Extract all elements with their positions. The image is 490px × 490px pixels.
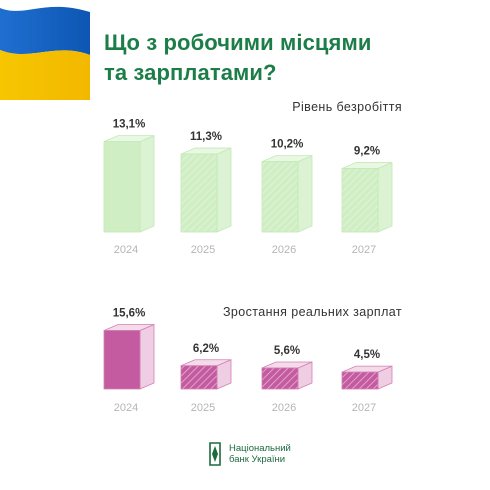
x-tick-2027: 2027 [352,402,376,414]
bar-2027 [341,365,393,390]
nbu-logo-icon [209,442,221,466]
chart-title: Рівень безробіття [292,100,402,114]
bar-2024 [103,135,155,233]
data-label-2024: 15,6% [113,308,146,320]
title-line-1: Що з робочими місцями [104,30,372,55]
bar-2025 [180,359,232,390]
real-wages-chart: Зростання реальних зарплат 15,6% 2024 6,2% 2… [103,305,402,414]
data-label-2027: 4,5% [354,349,380,361]
data-label-2026: 10,2% [271,139,304,151]
nbu-logo: Національний банк України [207,442,291,466]
chart-title: Зростання реальних зарплат [223,305,402,319]
x-tick-2025: 2025 [191,402,215,414]
bar-2027 [341,161,393,233]
bar-2025 [180,147,232,233]
data-label-2027: 9,2% [354,146,380,158]
x-tick-2026: 2026 [272,244,296,256]
x-tick-2026: 2026 [272,402,296,414]
x-tick-2024: 2024 [114,244,138,256]
data-label-2025: 6,2% [193,343,219,355]
data-label-2026: 5,6% [274,345,300,357]
logo-line-2: банк України [229,454,286,465]
x-tick-2025: 2025 [191,244,215,256]
logo-line-1: Національний [229,443,291,454]
bar-2026 [261,155,313,233]
page-title: Що з робочими місцями та зарплатами? [104,28,371,88]
title-line-2: та зарплатами? [104,60,277,85]
bar-2024 [103,323,155,390]
data-label-2024: 13,1% [113,119,146,131]
data-label-2025: 11,3% [190,131,222,143]
ukraine-flag-icon [0,6,90,100]
x-tick-2027: 2027 [352,244,376,256]
unemployment-chart: Рівень безробіття 13,1% 2024 11,3% 2025 10,2%… [103,100,402,256]
bar-2026 [261,361,313,390]
x-tick-2024: 2024 [114,402,138,414]
